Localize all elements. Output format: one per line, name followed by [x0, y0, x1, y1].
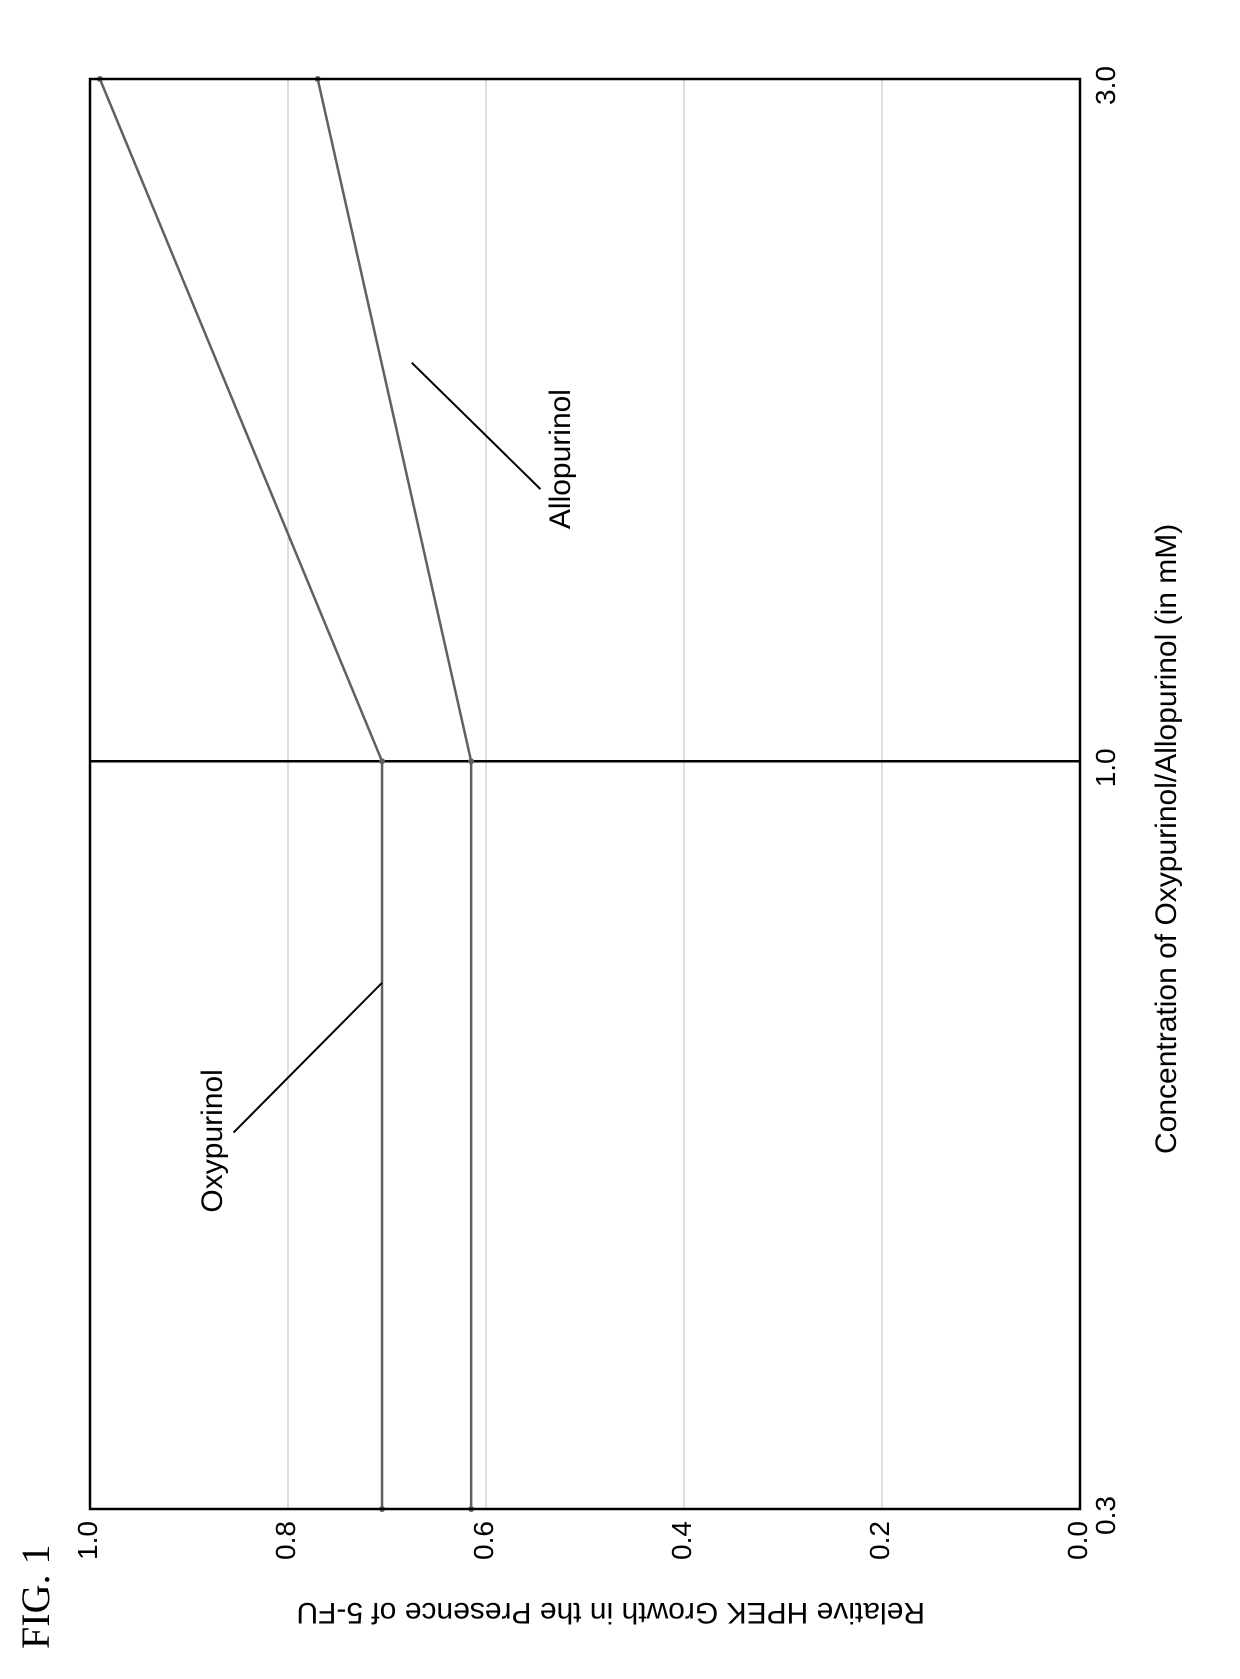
y-tick-label: 0.8 [270, 1521, 302, 1571]
y-tick-label: 0.4 [666, 1521, 698, 1571]
series-line-allopurinol [318, 79, 471, 1509]
figure-title: FIG. 1 [12, 1545, 59, 1649]
annotation-leader-oxypurinol [234, 983, 382, 1133]
x-tick-label: 1.0 [1090, 748, 1122, 787]
y-tick-label: 0.2 [864, 1521, 896, 1571]
x-tick-label: 3.0 [1090, 66, 1122, 105]
y-tick-label: 0.6 [468, 1521, 500, 1571]
series-annotation-oxypurinol: Oxypurinol [196, 1069, 230, 1212]
y-axis-label: Relative HPEK Growth in the Presence of … [296, 1595, 925, 1629]
x-axis-label: Concentration of Oxypurinol/Allopurinol … [1150, 524, 1184, 1154]
chart-svg [0, 0, 1240, 1679]
series-marker-oxypurinol [379, 758, 385, 764]
series-marker-allopurinol [468, 758, 474, 764]
x-tick-label: 0.3 [1090, 1496, 1122, 1535]
annotation-leader-allopurinol [412, 363, 541, 489]
series-line-oxypurinol [100, 79, 382, 1509]
series-annotation-allopurinol: Allopurinol [544, 389, 578, 529]
y-tick-label: 1.0 [72, 1521, 104, 1571]
plot-area [90, 79, 1080, 1509]
